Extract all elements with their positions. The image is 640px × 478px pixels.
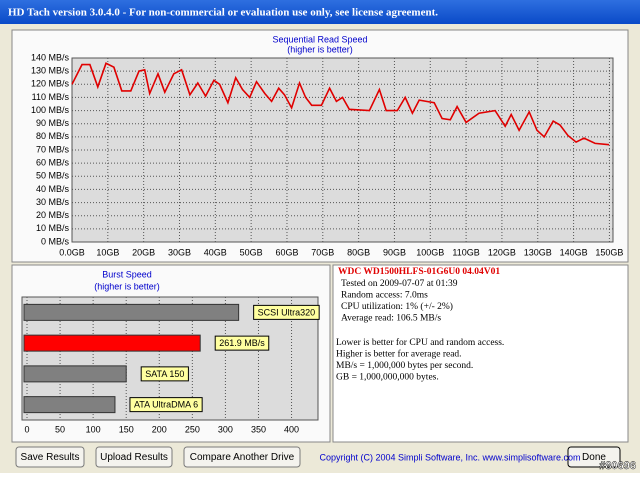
y-tick-label: 130 MB/s: [31, 66, 70, 76]
x-tick-label: 120GB: [488, 247, 516, 257]
button[interactable]: [567, 446, 621, 468]
window-title: HD Tach version 3.0.4.0 - For non-commer…: [8, 7, 438, 19]
x-tick-label: 90GB: [383, 247, 406, 257]
y-tick-label: 70 MB/s: [36, 144, 70, 154]
button-label[interactable]: Done: [582, 452, 606, 463]
y-tick-label: 30 MB/s: [36, 197, 70, 207]
chart-title: Sequential Read Speed: [272, 34, 367, 44]
info-text: Tested on 2009-07-07 at 01:39 Random acce…: [336, 279, 504, 383]
copyright: Copyright (C) 2004 Simpli Software, Inc.…: [319, 452, 580, 462]
button[interactable]: [183, 446, 301, 468]
x-tick-label: 140GB: [560, 247, 588, 257]
y-tick-label: 50 MB/s: [36, 171, 70, 181]
x-tick-label: 10GB: [96, 247, 119, 257]
y-tick-label: 140 MB/s: [31, 52, 70, 62]
x-tick-label: 40GB: [204, 247, 227, 257]
bar-label-box: [140, 366, 189, 382]
button-label[interactable]: Upload Results: [100, 452, 168, 463]
x-tick-label: 70GB: [311, 247, 334, 257]
x-tick-label: 300: [218, 424, 233, 434]
x-tick-label: 100GB: [416, 247, 444, 257]
bar-label-box: [214, 335, 270, 351]
y-tick-label: 60 MB/s: [36, 158, 70, 168]
x-tick-label: 50GB: [240, 247, 263, 257]
x-tick-label: 0: [24, 424, 29, 434]
button-label[interactable]: Save Results: [21, 452, 80, 463]
bar: [23, 396, 116, 414]
bar-label: ATA UltraDMA 6: [134, 400, 198, 410]
x-tick-label: 350: [251, 424, 266, 434]
y-tick-label: 90 MB/s: [36, 118, 70, 128]
x-tick-label: 130GB: [524, 247, 552, 257]
info-note: GB = 1,000,000,000 bytes.: [336, 373, 439, 383]
bar: [23, 334, 201, 352]
y-tick-label: 120 MB/s: [31, 79, 70, 89]
x-tick-label: 100: [86, 424, 101, 434]
bar-label: SCSI Ultra320: [258, 307, 316, 317]
chart-subtitle: (higher is better): [287, 44, 353, 54]
y-tick-label: 80 MB/s: [36, 131, 70, 141]
x-tick-label: 200: [152, 424, 167, 434]
bar-label-box: [129, 397, 203, 413]
watermark: #80696: [599, 460, 636, 472]
x-tick-label: 110GB: [452, 247, 479, 257]
chart-title: Burst Speed: [102, 269, 152, 279]
drive-name: WDC WD1500HLFS-01G6U0 04.04V01: [338, 267, 500, 277]
bar-label: SATA 150: [145, 369, 184, 379]
read-line: [71, 62, 610, 146]
info-line: Tested on 2009-07-07 at 01:39: [341, 279, 458, 289]
info-note: Higher is better for average read.: [336, 349, 462, 360]
buttons: Save Results Upload Results Compare Anothe…: [15, 446, 621, 468]
bar-label: 261.9 MB/s: [219, 338, 265, 348]
title-bar: [0, 0, 640, 24]
chart-subtitle: (higher is better): [94, 281, 160, 291]
x-tick-label: 80GB: [347, 247, 370, 257]
info-line: Average read: 106.5 MB/s: [341, 314, 441, 324]
x-tick-label: 20GB: [132, 247, 155, 257]
info-line: CPU utilization: 1% (+/- 2%): [341, 301, 453, 312]
x-tick-label: 30GB: [168, 247, 191, 257]
x-tick-label: 250: [185, 424, 200, 434]
info-line: Random access: 7.0ms: [341, 291, 428, 301]
x-tick-label: 150GB: [595, 247, 623, 257]
info-note: MB/s = 1,000,000 bytes per second.: [336, 361, 473, 371]
x-tick-label: 50: [55, 424, 65, 434]
button[interactable]: [15, 446, 85, 468]
bar-label-box: [253, 304, 320, 320]
y-tick-label: 110 MB/s: [32, 92, 70, 102]
y-tick-label: 20 MB/s: [36, 210, 70, 220]
info-panel: [332, 264, 629, 443]
y-tick-label: 10 MB/s: [36, 223, 70, 233]
x-tick-label: 150: [119, 424, 134, 434]
button[interactable]: [95, 446, 173, 468]
button-label[interactable]: Compare Another Drive: [190, 452, 295, 463]
y-tick-label: 40 MB/s: [36, 184, 70, 194]
bar: [23, 365, 127, 383]
bar: [23, 303, 240, 321]
x-tick-label: 60GB: [275, 247, 298, 257]
y-tick-label: 100 MB/s: [31, 105, 70, 115]
info-note: Lower is better for CPU and random acces…: [336, 337, 504, 348]
x-tick-label: 0.0GB: [59, 247, 85, 257]
x-tick-label: 400: [284, 424, 299, 434]
y-tick-label: 0 MB/s: [41, 236, 70, 246]
